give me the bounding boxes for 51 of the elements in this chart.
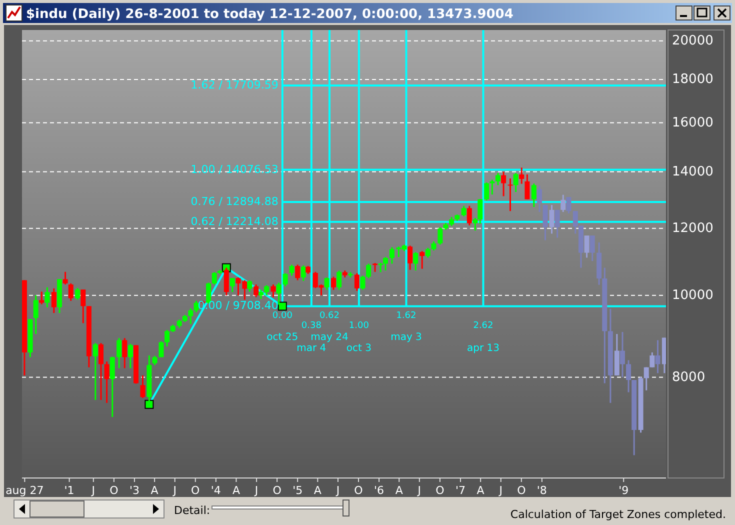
annotation: 2.62 <box>473 321 494 332</box>
ref-line-label: mar 4 <box>296 343 326 354</box>
x-tick-label: '9 <box>618 484 629 497</box>
annotation: 0.00 <box>272 311 293 322</box>
ref-line-label: may 24 <box>310 332 348 344</box>
y-tick-label: 8000 <box>672 370 706 385</box>
y-tick-label: 18000 <box>672 72 714 88</box>
x-tick-label: O <box>110 484 119 497</box>
x-tick-label: A <box>395 484 404 497</box>
ref-line-label: 1.62 / 17709.59 <box>190 78 278 92</box>
text: Detail: <box>174 504 210 517</box>
x-tick-label: J <box>416 484 422 497</box>
ref-line-label: oct 3 <box>346 343 372 354</box>
annotation: 1.00 <box>348 321 370 332</box>
ref-line-label: 0.76 / 12894.88 <box>190 194 278 208</box>
y-tick-label: 16000 <box>672 115 714 130</box>
x-tick-label: '7 <box>455 484 466 497</box>
x-tick-label: O <box>191 484 200 497</box>
x-tick-label: '1 <box>64 484 74 497</box>
x-tick-label: '4 <box>210 484 221 497</box>
x-tick-label: O <box>517 484 526 497</box>
x-tick-label: A <box>232 484 240 497</box>
x-tick-label: '5 <box>292 484 303 497</box>
x-tick-label: '3 <box>129 484 140 497</box>
ref-line-label: apr 13 <box>466 343 500 354</box>
x-tick-label: A <box>476 484 485 497</box>
x-tick-label: J <box>90 484 96 497</box>
x-tick-label: O <box>354 484 364 497</box>
text: Calculation of Target Zones completed. <box>510 508 726 521</box>
chart-title: $indu (Daily) 26-8-2001 to today 12-12-2007, 0:00:00, 13473.9004 <box>26 7 514 22</box>
x-tick-label: J <box>254 484 258 497</box>
ref-line-label: oct 25 <box>266 332 298 344</box>
annotation: 1.62 <box>396 311 416 322</box>
y-tick-label: 10000 <box>672 288 714 303</box>
x-tick-label: A <box>314 484 322 497</box>
x-tick-label: '6 <box>374 484 384 497</box>
y-tick-label: 20000 <box>672 33 714 48</box>
x-tick-label: J <box>335 484 340 497</box>
ref-line-label: may 3 <box>390 332 422 344</box>
y-tick-label: 14000 <box>672 164 714 180</box>
x-tick-label: aug 27 <box>6 484 44 497</box>
annotation: 0.62 <box>319 311 340 322</box>
x-tick-label: A <box>150 484 159 497</box>
x-tick-label: O <box>436 484 445 497</box>
x-tick-label: O <box>272 484 282 497</box>
y-tick-label: 12000 <box>672 220 714 236</box>
annotation: 0.38 <box>301 321 322 332</box>
x-tick-label: J <box>172 484 176 497</box>
x-tick-label: J <box>498 484 502 497</box>
x-tick-label: '8 <box>536 484 547 497</box>
ref-line-label: 0.62 / 12214.08 <box>190 214 278 228</box>
